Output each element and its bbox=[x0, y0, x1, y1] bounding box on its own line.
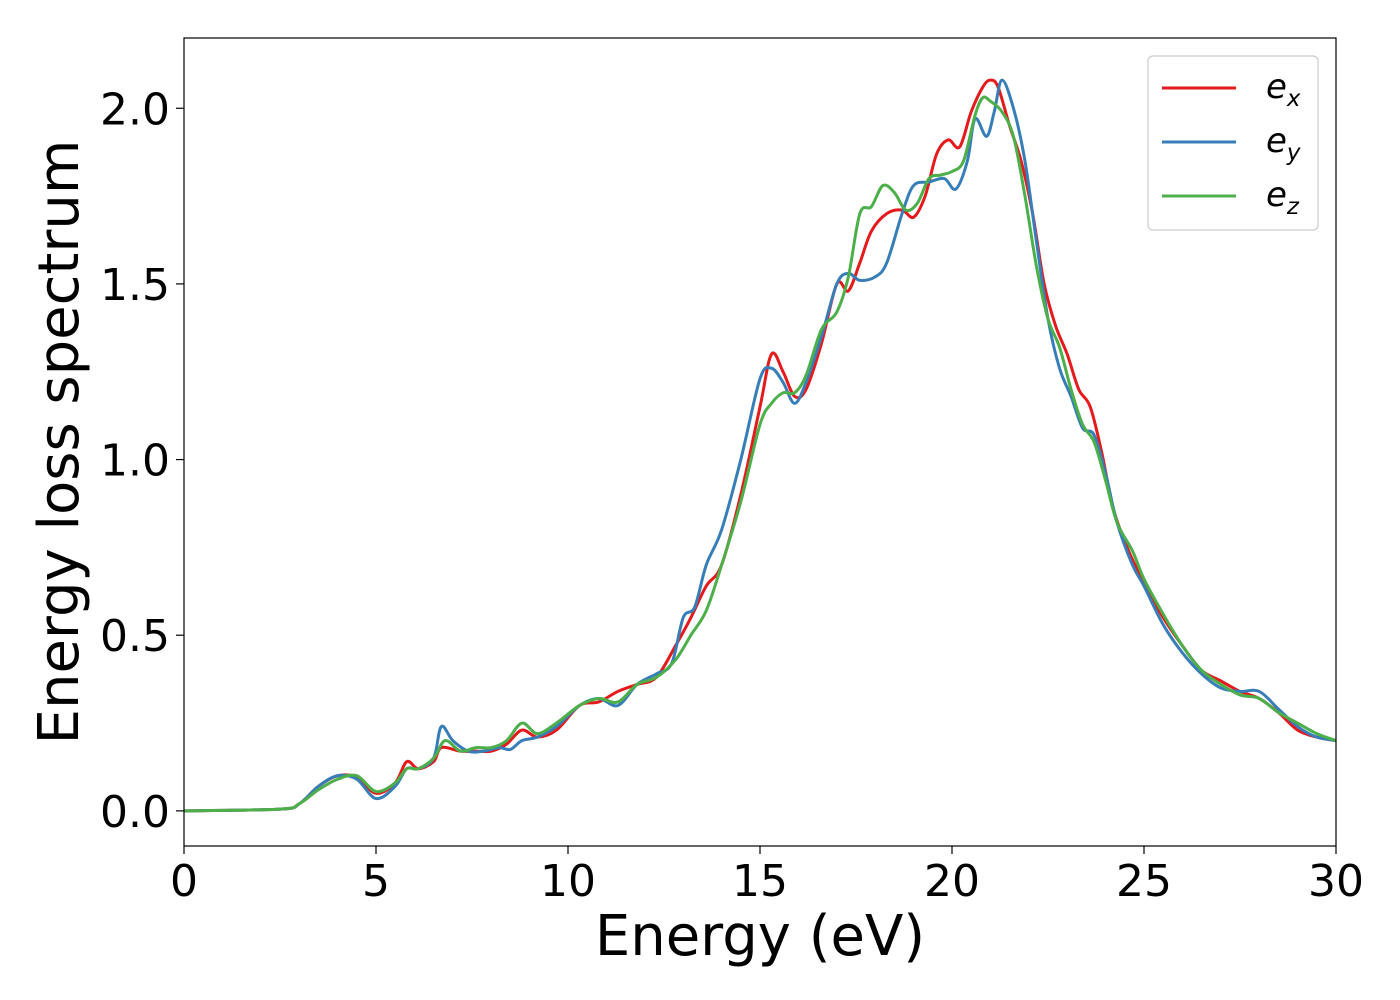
x-tick-label: 5 bbox=[362, 856, 390, 907]
y-axis: 0.0 0.5 1.0 1.5 2.0 bbox=[100, 84, 184, 838]
x-tick-label: 0 bbox=[170, 856, 198, 907]
legend-label-y: ey bbox=[1266, 121, 1301, 166]
y-tick-label: 1.5 bbox=[100, 260, 170, 311]
y-axis-title: Energy loss spectrum bbox=[27, 140, 92, 745]
legend-label-x: ex bbox=[1266, 67, 1301, 112]
y-tick-label: 2.0 bbox=[100, 84, 170, 135]
y-tick-label: 0.0 bbox=[100, 787, 170, 838]
x-tick-label: 20 bbox=[924, 856, 980, 907]
legend: ex ey ez bbox=[1147, 55, 1319, 231]
series-line-z bbox=[184, 95, 1336, 813]
legend-label-z: ez bbox=[1266, 175, 1300, 220]
y-tick-label: 0.5 bbox=[100, 611, 170, 662]
series-layer bbox=[184, 78, 1336, 813]
x-tick-label: 15 bbox=[732, 856, 788, 907]
x-tick-label: 10 bbox=[540, 856, 596, 907]
x-axis: 0 5 10 15 20 25 30 bbox=[170, 846, 1364, 907]
y-tick-label: 1.0 bbox=[100, 436, 170, 487]
x-axis-title: Energy (eV) bbox=[595, 904, 925, 969]
x-tick-label: 25 bbox=[1116, 856, 1172, 907]
x-tick-label: 30 bbox=[1308, 856, 1364, 907]
